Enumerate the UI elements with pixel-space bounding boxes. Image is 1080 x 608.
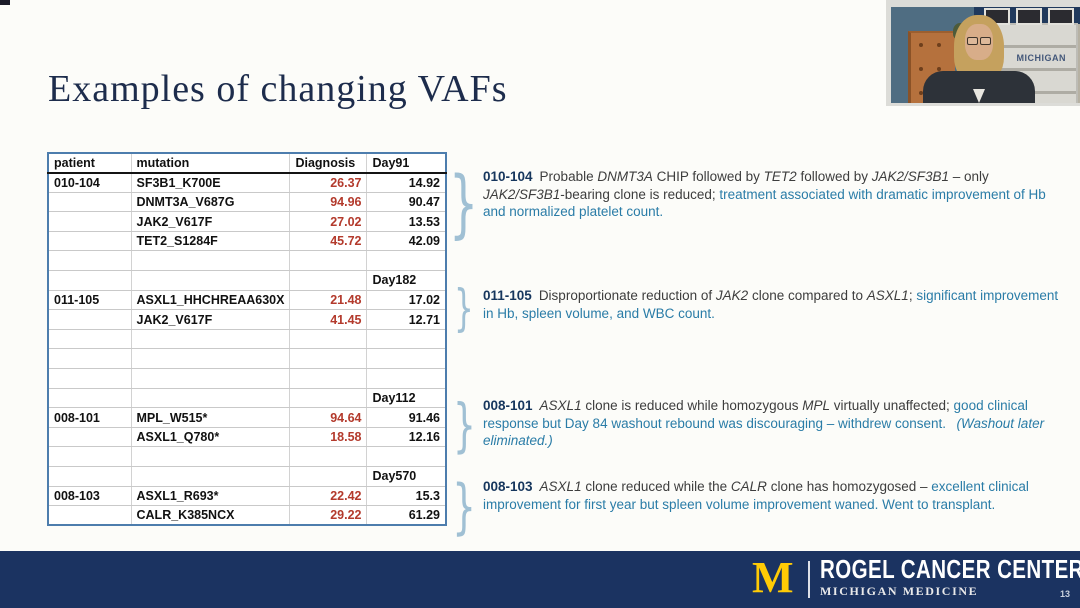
table-row bbox=[48, 368, 446, 389]
annotation-text: 011-105 Disproportionate reduction of JAK… bbox=[483, 288, 1059, 321]
table-row: 011-105 ASXL1_HHCHREAA630X 21.48 17.02 bbox=[48, 290, 446, 311]
michigan-block-m-logo: M bbox=[752, 553, 794, 602]
brace-icon: } bbox=[454, 279, 474, 337]
table-row: JAK2_V617F 27.02 13.53 bbox=[48, 211, 446, 232]
brace-icon: } bbox=[452, 391, 476, 459]
footer-sub-name: MICHIGAN MEDICINE bbox=[820, 584, 979, 598]
col-header-diagnosis: Diagnosis bbox=[289, 153, 368, 174]
table-row bbox=[48, 446, 446, 467]
webcam-person-glasses bbox=[967, 37, 991, 45]
table-row: TET2_S1284F 45.72 42.09 bbox=[48, 231, 446, 252]
col-header-day91: Day91 bbox=[366, 153, 446, 174]
table-row: 010-104 SF3B1_K700E 26.37 14.92 bbox=[48, 172, 446, 193]
annotation-text: 008-103 ASXL1 clone reduced while the CAL… bbox=[483, 479, 1029, 512]
page-title: Examples of changing VAFs bbox=[48, 68, 508, 111]
webcam-person-face bbox=[965, 24, 993, 60]
table-row bbox=[48, 348, 446, 370]
annotation-block-008-101: } 008-101 ASXL1 clone is reduced while ho… bbox=[448, 391, 1060, 459]
table-row bbox=[48, 250, 446, 272]
annotation-block-010-104: } 010-104 Probable DNMT3A CHIP followed b… bbox=[448, 161, 1060, 247]
annotation-block-008-103: } 008-103 ASXL1 clone reduced while the C… bbox=[448, 472, 1060, 542]
brace-icon: } bbox=[452, 472, 476, 542]
col-header-patient: patient bbox=[48, 153, 132, 174]
vaf-table-body: 010-104 SF3B1_K700E 26.37 14.92 DNMT3A_V687G… bbox=[48, 172, 446, 526]
table-row: Day112 bbox=[48, 388, 446, 409]
footer-bar: M ROGEL CANCER CENTER MICHIGAN MEDICINE … bbox=[0, 551, 1080, 608]
annotation-text: 010-104 Probable DNMT3A CHIP followed by … bbox=[483, 169, 1046, 219]
table-row: ASXL1_Q780* 18.58 12.16 bbox=[48, 427, 446, 448]
table-row: DNMT3A_V687G 94.96 90.47 bbox=[48, 192, 446, 213]
table-row: 008-103 ASXL1_R693* 22.42 15.3 bbox=[48, 486, 446, 507]
annotation-block-011-105: } 011-105 Disproportionate reduction of J… bbox=[448, 279, 1060, 337]
corner-artifact bbox=[0, 0, 10, 5]
page-number: 13 bbox=[1059, 589, 1070, 599]
col-header-mutation: mutation bbox=[131, 153, 291, 174]
webcam-michigan-sign: MICHIGAN bbox=[1016, 53, 1066, 63]
webcam-picture-frames bbox=[984, 8, 1074, 25]
annotation-text: 008-101 ASXL1 clone is reduced while homo… bbox=[483, 398, 1045, 448]
table-header-row: patient mutation Diagnosis Day91 bbox=[48, 153, 446, 174]
footer-org-name: ROGEL CANCER CENTER bbox=[820, 554, 1080, 584]
table-row: 008-101 MPL_W515* 94.64 91.46 bbox=[48, 407, 446, 428]
brace-icon: } bbox=[449, 161, 479, 247]
table-row: JAK2_V617F 41.45 12.71 bbox=[48, 309, 446, 330]
table-row bbox=[48, 329, 446, 350]
table-row: CALR_K385NCX 29.22 61.29 bbox=[48, 505, 446, 526]
table-row: Day570 bbox=[48, 466, 446, 487]
table-row: Day182 bbox=[48, 270, 446, 291]
webcam-video[interactable]: MICHIGAN bbox=[886, 0, 1080, 106]
webcam-scene: MICHIGAN bbox=[891, 7, 1080, 103]
footer-divider bbox=[808, 561, 810, 598]
vaf-table: patient mutation Diagnosis Day91 010-104… bbox=[47, 152, 447, 527]
